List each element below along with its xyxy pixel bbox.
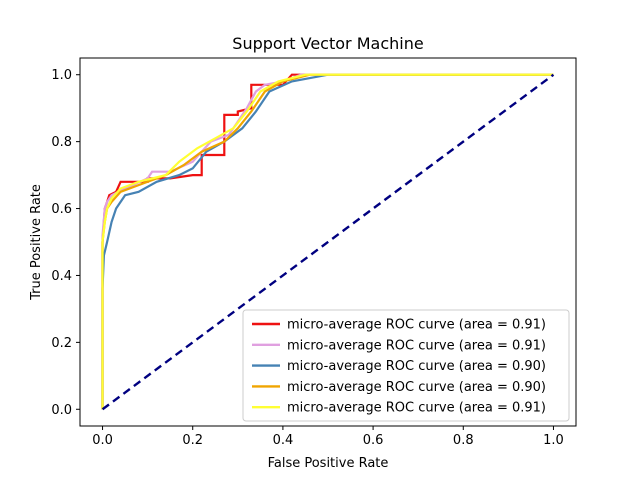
legend-label-2: micro-average ROC curve (area = 0.91) bbox=[287, 338, 546, 353]
legend-label-4: micro-average ROC curve (area = 0.90) bbox=[287, 380, 546, 395]
y-axis-label: True Positive Rate bbox=[29, 184, 44, 301]
x-tick-label-2: 0.4 bbox=[273, 433, 294, 448]
chart-title: Support Vector Machine bbox=[232, 34, 423, 53]
roc-curve-3 bbox=[101, 73, 554, 410]
x-tick-label-0: 0.0 bbox=[92, 433, 113, 448]
y-tick-label-5: 1.0 bbox=[51, 68, 72, 83]
x-axis-label: False Positive Rate bbox=[268, 456, 389, 471]
legend-label-1: micro-average ROC curve (area = 0.91) bbox=[287, 318, 546, 333]
plot-area: 0.0 0.2 0.4 0.6 0.8 1.0 0.0 0.2 0.4 0.6 0.8 1.0 bbox=[51, 57, 577, 448]
y-tick-label-3: 0.6 bbox=[51, 202, 72, 217]
roc-curve-5 bbox=[101, 73, 554, 410]
legend: micro-average ROC curve (area = 0.91) mic… bbox=[242, 309, 570, 422]
y-tick-label-4: 0.8 bbox=[51, 135, 72, 150]
reference-diagonal bbox=[101, 73, 555, 411]
x-tick-label-1: 0.2 bbox=[182, 433, 203, 448]
x-tick-label-3: 0.6 bbox=[363, 433, 384, 448]
plot-frame bbox=[79, 57, 577, 427]
y-tick-label-0: 0.0 bbox=[51, 403, 72, 418]
x-tick-label-4: 0.8 bbox=[453, 433, 474, 448]
y-tick-label-1: 0.2 bbox=[51, 336, 72, 351]
legend-box bbox=[242, 309, 570, 422]
legend-label-3: micro-average ROC curve (area = 0.90) bbox=[287, 359, 546, 374]
y-tick-label-2: 0.4 bbox=[51, 269, 72, 284]
legend-label-5: micro-average ROC curve (area = 0.91) bbox=[287, 401, 546, 416]
roc-curve-2 bbox=[101, 73, 554, 410]
x-tick-label-5: 1.0 bbox=[543, 433, 564, 448]
